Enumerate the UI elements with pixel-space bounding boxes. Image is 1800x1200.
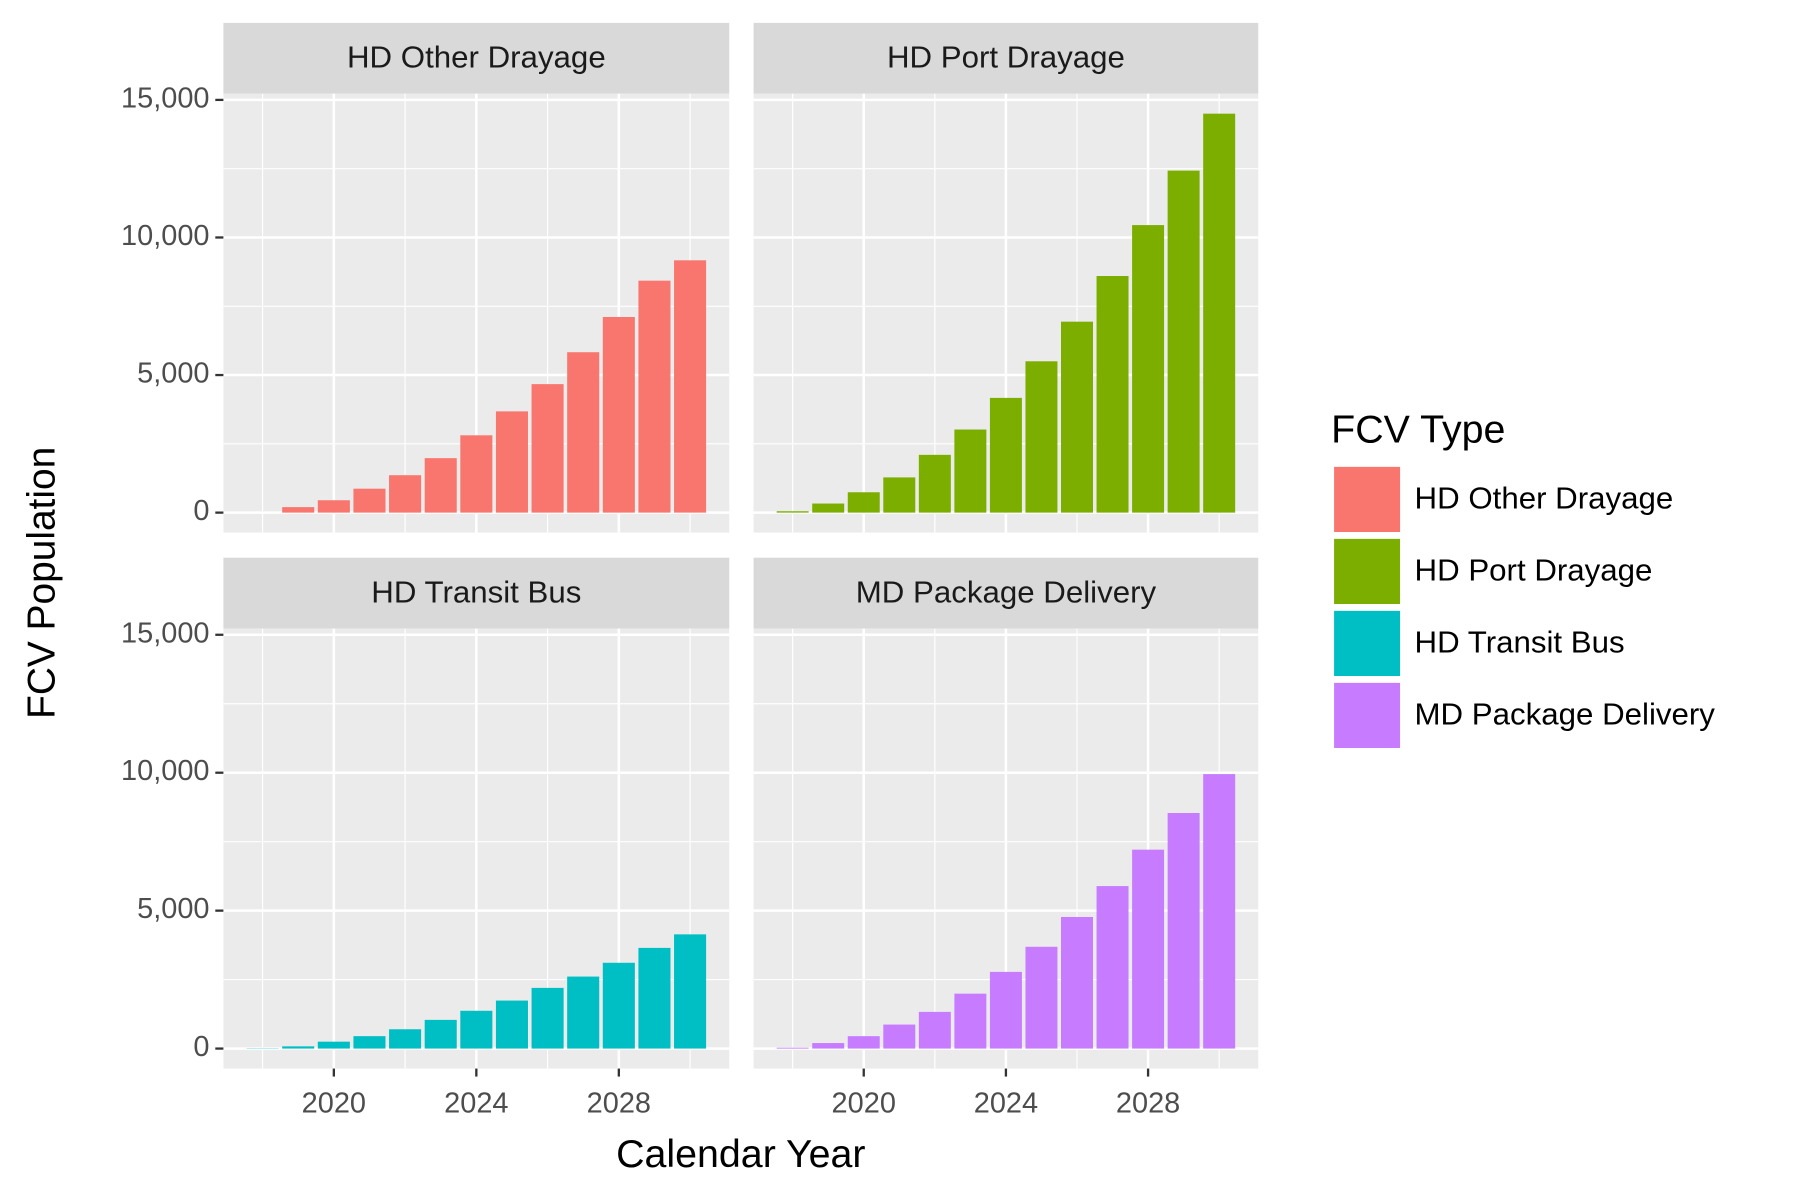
bar (812, 1043, 845, 1049)
bar (424, 1019, 457, 1049)
x-tick-label: 2024 (444, 1088, 508, 1120)
bar (1096, 275, 1129, 513)
x-tick-label: 2024 (974, 1088, 1038, 1120)
bar (460, 435, 493, 513)
y-tick-label: 5,000 (137, 358, 209, 390)
x-tick-label: 2028 (1116, 1088, 1180, 1120)
bar (567, 976, 600, 1049)
bar (674, 934, 707, 1049)
bar (567, 352, 600, 513)
y-tick-label: 10,000 (121, 220, 209, 252)
bar (1096, 886, 1129, 1049)
bar (495, 1000, 528, 1049)
bar (883, 1024, 916, 1049)
facet-strip (753, 22, 1259, 94)
facet-label: HD Other Drayage (347, 40, 606, 75)
bar (954, 993, 987, 1049)
bar (460, 1010, 493, 1049)
bar (989, 971, 1022, 1049)
y-tick-label: 15,000 (121, 617, 209, 649)
bar (282, 1046, 315, 1049)
bar (638, 280, 671, 513)
legend-label: HD Port Drayage (1415, 553, 1653, 588)
x-axis-title: Calendar Year (616, 1133, 865, 1176)
bar (602, 962, 635, 1049)
legend-swatch (1332, 609, 1402, 678)
bar (918, 454, 951, 513)
bar (776, 1047, 809, 1049)
y-axis-title: FCV Population (20, 447, 63, 719)
legend-swatch (1332, 681, 1402, 750)
facet-label: HD Transit Bus (371, 575, 581, 610)
bar (317, 1041, 350, 1049)
bar (353, 1036, 386, 1049)
bar (1061, 321, 1093, 513)
legend-swatch (1332, 465, 1402, 534)
bar (883, 477, 916, 513)
legend-label: MD Package Delivery (1415, 697, 1716, 732)
bar (389, 475, 422, 513)
bar (674, 260, 707, 513)
bar (602, 316, 635, 513)
bar (1061, 916, 1093, 1049)
facet-label: MD Package Delivery (856, 575, 1157, 610)
bar (424, 458, 457, 513)
bar (353, 488, 386, 513)
bar (812, 503, 845, 513)
legend-label: HD Transit Bus (1415, 625, 1625, 660)
x-tick-label: 2020 (832, 1088, 896, 1120)
bar (531, 384, 564, 513)
bar (954, 429, 987, 513)
bar (1025, 946, 1058, 1049)
bar (1203, 113, 1236, 513)
bar (1203, 774, 1236, 1049)
bar (918, 1011, 951, 1049)
y-tick-label: 0 (193, 495, 209, 527)
facet-strip (753, 557, 1259, 629)
x-tick-label: 2020 (302, 1088, 366, 1120)
bar (776, 511, 809, 513)
x-tick-label: 2028 (587, 1088, 651, 1120)
facet-label: HD Port Drayage (887, 40, 1125, 75)
bar (1132, 849, 1165, 1049)
y-tick-label: 10,000 (121, 755, 209, 787)
bar (317, 500, 350, 513)
y-tick-label: 15,000 (121, 83, 209, 115)
bar (389, 1029, 422, 1049)
bar (847, 1036, 880, 1049)
bar (531, 987, 564, 1049)
bar (1132, 225, 1165, 513)
legend-swatch (1332, 537, 1402, 606)
legend-label: HD Other Drayage (1415, 481, 1674, 516)
bar (847, 492, 880, 513)
y-tick-label: 5,000 (137, 893, 209, 925)
legend-title: FCV Type (1331, 408, 1505, 451)
y-tick-label: 0 (193, 1031, 209, 1063)
bar (1025, 361, 1058, 513)
facet-strip (223, 22, 730, 94)
bar (1167, 812, 1200, 1049)
bar (495, 411, 528, 513)
bar (1167, 170, 1200, 513)
bar (989, 397, 1022, 513)
bar (638, 947, 671, 1049)
bar (282, 507, 315, 513)
facet-strip (223, 557, 730, 629)
